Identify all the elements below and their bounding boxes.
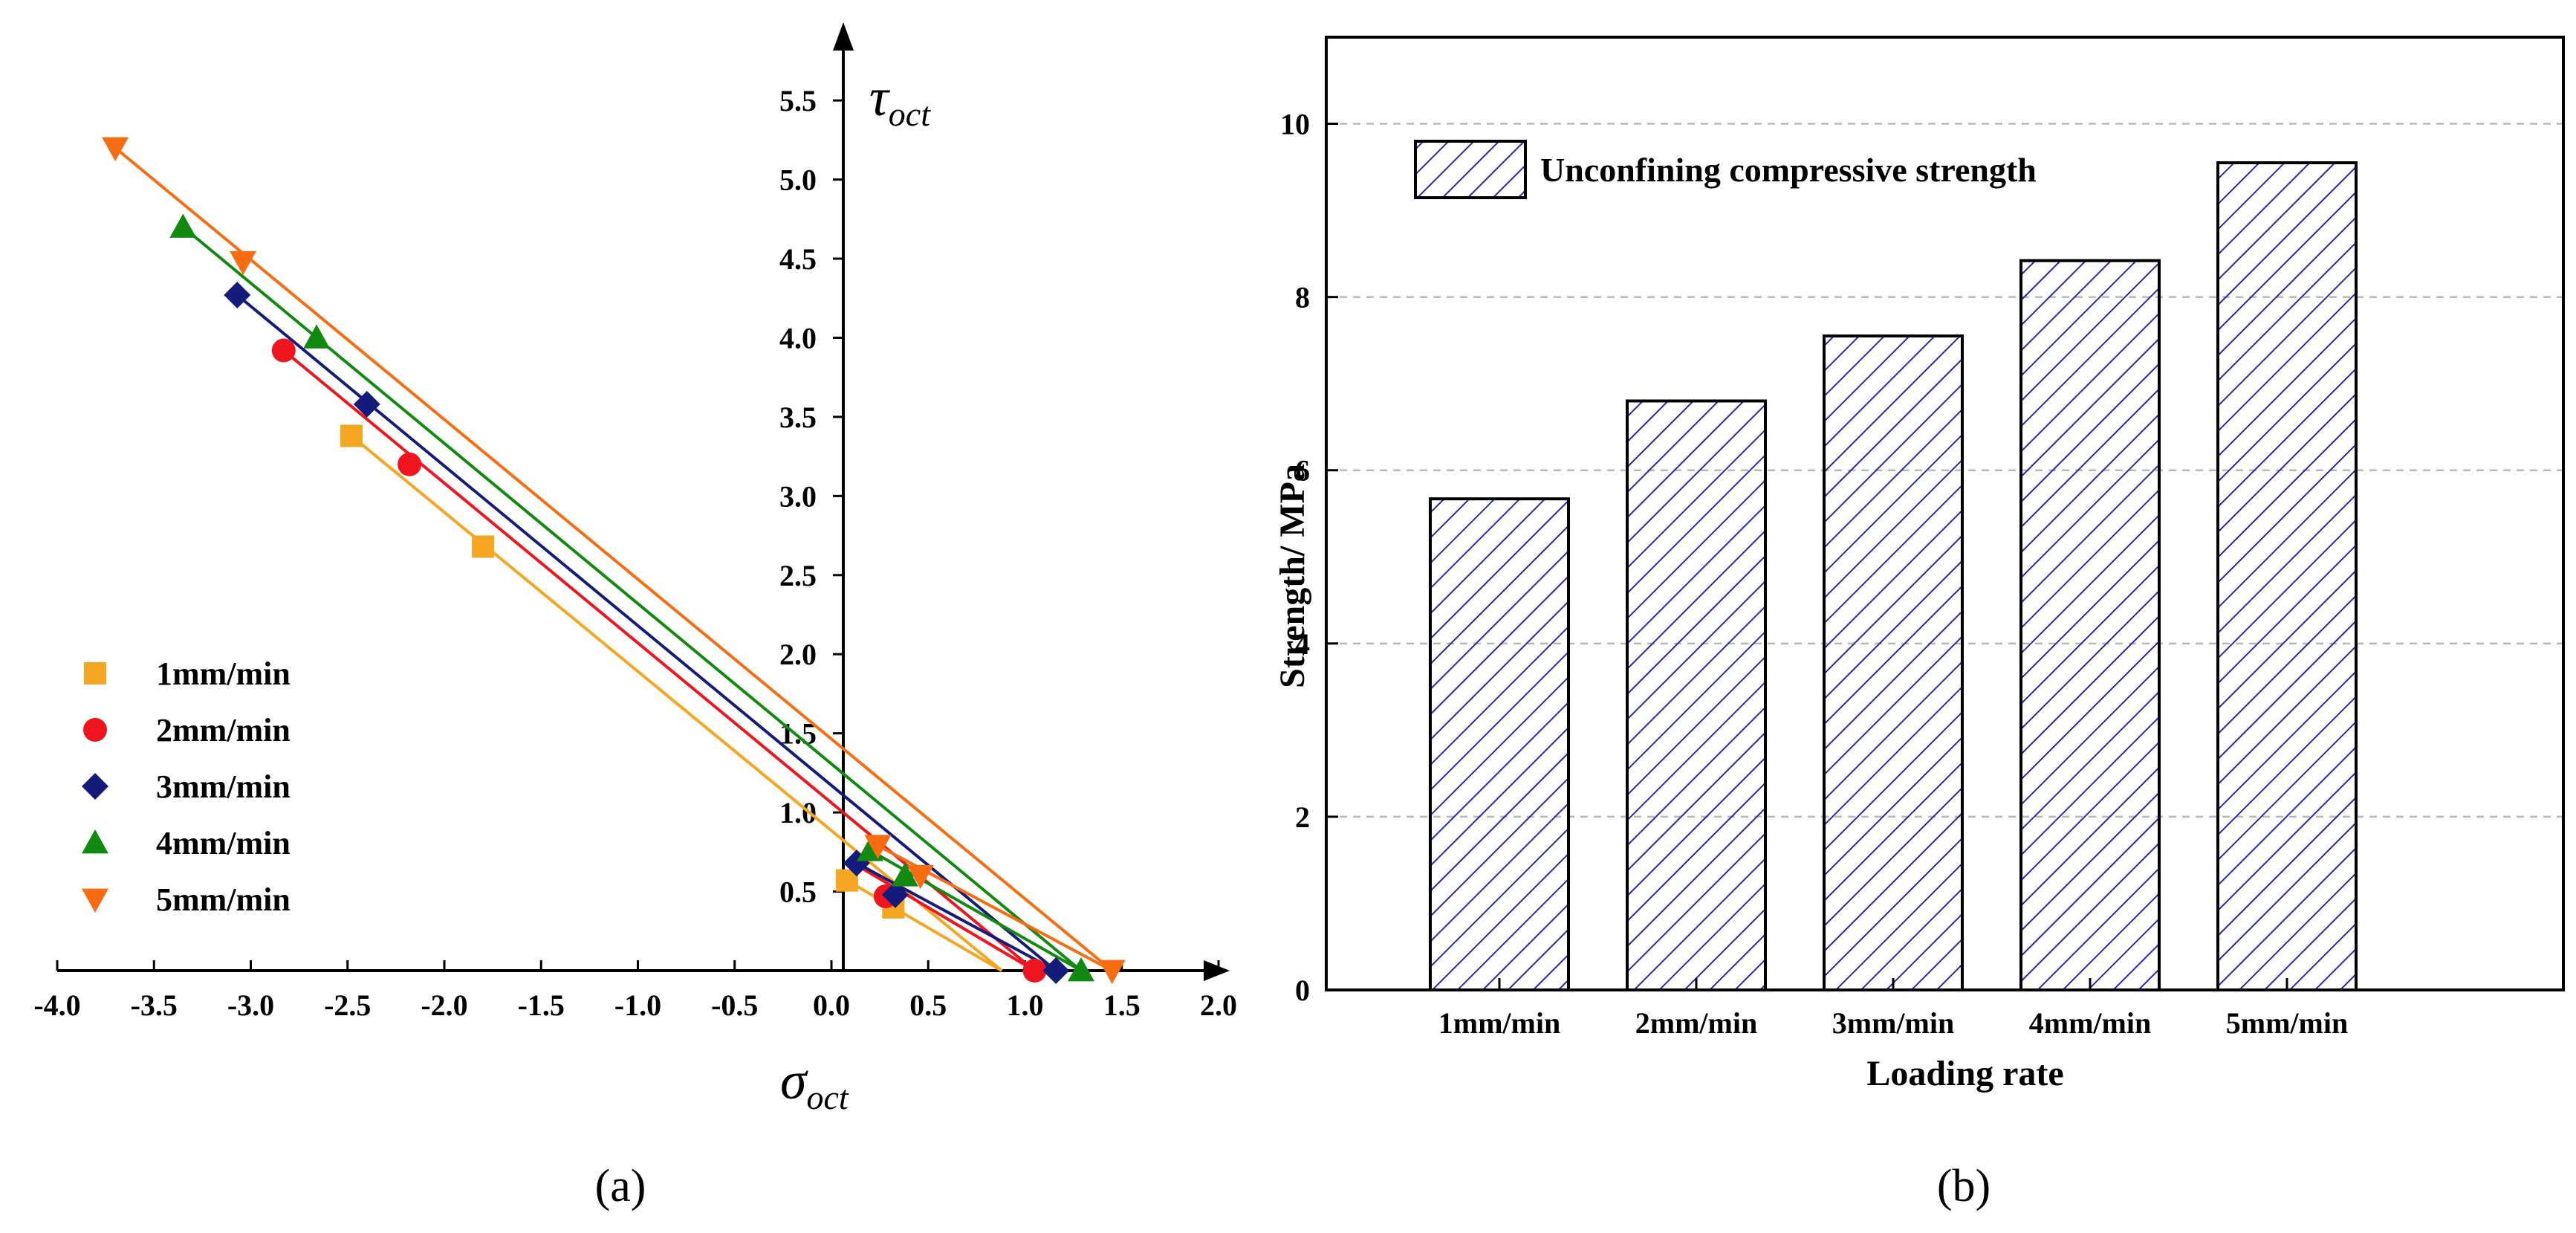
y-tick-label: 2 <box>1295 800 1310 834</box>
y-tick-label: 2.0 <box>779 638 817 671</box>
plot-frame <box>1325 36 2565 991</box>
legend-marker-5mm-min <box>82 888 108 913</box>
legend-label-2mm-min: 2mm/min <box>156 712 291 748</box>
tension-line-3mm-min <box>855 861 1057 972</box>
panel-a-axes <box>57 22 1230 981</box>
x-tick-label: -2.5 <box>324 988 371 1022</box>
legend-marker-4mm-min <box>82 829 108 854</box>
panel-b-legend: Unconfining compressive strength <box>1414 140 2037 199</box>
x-tick-label: 0.5 <box>909 988 947 1022</box>
data-point-1mm-min <box>340 424 363 447</box>
panel-b-ticks: 0 2 4 6 8 10 1mm/min 2mm/min 3mm/min 4mm/min 5mm/m… <box>1280 108 2348 1040</box>
y-tick-label: 8 <box>1295 281 1310 314</box>
legend-label-4mm-min: 4mm/min <box>156 825 291 861</box>
data-point-3mm-min <box>224 281 251 308</box>
data-point-5mm-min <box>102 137 129 162</box>
y-tick-label: 6 <box>1295 454 1310 488</box>
x-tick-label: 1mm/min <box>1438 1006 1560 1040</box>
panel-b-frame <box>1325 36 2565 991</box>
x-tick-label: 4mm/min <box>2029 1006 2151 1040</box>
panel-b-bars <box>1429 161 2358 992</box>
tension-line-5mm-min <box>877 844 1113 972</box>
y-tick-label: 5.0 <box>779 164 817 197</box>
y-tick-label: 4.0 <box>779 321 817 355</box>
y-tick-label: 4 <box>1295 627 1310 661</box>
caption-a: (a) <box>595 1161 646 1211</box>
data-point-2mm-min <box>271 338 296 363</box>
x-tick-label: -1.0 <box>614 988 661 1022</box>
legend-label: Unconfining compressive strength <box>1540 151 2037 189</box>
panel-a-points <box>102 137 1126 984</box>
data-point-3mm-min <box>353 390 380 418</box>
x-tick-label: -4.0 <box>33 988 80 1022</box>
x-tick-label: -2.0 <box>421 988 467 1022</box>
x-axis-arrowhead <box>1204 960 1230 981</box>
legend-marker-2mm-min <box>83 718 107 742</box>
x-tick-label: 1.0 <box>1007 988 1044 1022</box>
data-point-1mm-min <box>472 535 495 558</box>
bar-3mm-min <box>1823 334 1964 991</box>
y-tick-label: 0 <box>1295 974 1310 1007</box>
x-tick-label: -0.5 <box>711 988 758 1022</box>
data-point-4mm-min <box>303 324 331 349</box>
legend-marker-1mm-min <box>84 662 106 685</box>
data-point-2mm-min <box>1022 959 1047 983</box>
data-point-5mm-min <box>864 835 892 859</box>
x-tick-label: 5mm/min <box>2226 1006 2348 1040</box>
y-tick-label: 4.5 <box>779 242 817 276</box>
x-tick-label: 2.0 <box>1200 988 1237 1022</box>
panel-b-y-axis-title: Strength/ MPa <box>1273 464 1312 688</box>
y-tick-label: 10 <box>1280 108 1310 141</box>
data-point-4mm-min <box>169 213 197 238</box>
x-tick-label: 0.0 <box>813 988 850 1022</box>
panel-b-x-axis-title: Loading rate <box>1866 1054 2063 1093</box>
y-tick-label: 0.5 <box>779 876 817 909</box>
data-point-4mm-min <box>1068 957 1095 982</box>
data-point-3mm-min <box>881 881 909 908</box>
panel-a-ticks: -4.0 -3.5 -3.0 -2.5 -2.0 -1.5 -1.0 -0.5 0.0 0.5 1.… <box>33 84 1237 1022</box>
tension-line-1mm-min <box>846 878 1003 972</box>
bar-2mm-min <box>1626 399 1767 991</box>
fit-line-5mm-min <box>114 146 1113 972</box>
x-tick-label: 3mm/min <box>1832 1006 1954 1040</box>
legend-swatch <box>1414 140 1527 199</box>
legend-label-5mm-min: 5mm/min <box>156 881 291 918</box>
panel-a-y-axis-title: τoct <box>869 68 931 133</box>
data-point-5mm-min <box>906 864 934 890</box>
panel-b-bar-chart: 0 2 4 6 8 10 1mm/min 2mm/min 3mm/min 4mm/min 5mm/m… <box>1273 36 2565 1211</box>
legend-marker-3mm-min <box>82 773 108 800</box>
panel-a-scatter-chart: -4.0 -3.5 -3.0 -2.5 -2.0 -1.5 -1.0 -0.5 0.0 0.5 1.… <box>33 22 1237 1211</box>
fit-line-3mm-min <box>236 294 1057 972</box>
legend-label-3mm-min: 3mm/min <box>156 768 291 805</box>
panel-a-x-axis-title: σoct <box>780 1051 849 1116</box>
y-axis-arrowhead <box>833 22 854 51</box>
y-tick-label: 3.5 <box>779 401 817 434</box>
x-tick-label: 1.5 <box>1103 988 1141 1022</box>
data-point-5mm-min <box>1098 959 1126 984</box>
y-tick-label: 3.0 <box>779 479 817 513</box>
data-point-4mm-min <box>891 862 918 887</box>
data-point-5mm-min <box>230 250 257 276</box>
bar-4mm-min <box>2019 259 2161 992</box>
y-tick-label: 2.5 <box>779 559 817 592</box>
x-tick-label: -3.0 <box>227 988 274 1022</box>
x-tick-label: 2mm/min <box>1635 1006 1757 1040</box>
fit-line-4mm-min <box>182 225 1083 972</box>
bar-1mm-min <box>1429 497 1570 991</box>
bar-5mm-min <box>2216 161 2358 991</box>
legend-label-1mm-min: 1mm/min <box>156 656 291 692</box>
data-point-2mm-min <box>398 452 422 476</box>
data-point-3mm-min <box>1042 957 1070 984</box>
y-tick-label: 5.5 <box>779 84 817 117</box>
tension-line-2mm-min <box>857 864 1036 972</box>
panel-a-legend: 1mm/min 2mm/min 3mm/min 4mm/min 5mm/min <box>82 656 291 918</box>
x-tick-label: -3.5 <box>131 988 178 1022</box>
caption-b: (b) <box>1937 1161 1991 1211</box>
x-tick-label: -1.5 <box>518 988 565 1022</box>
